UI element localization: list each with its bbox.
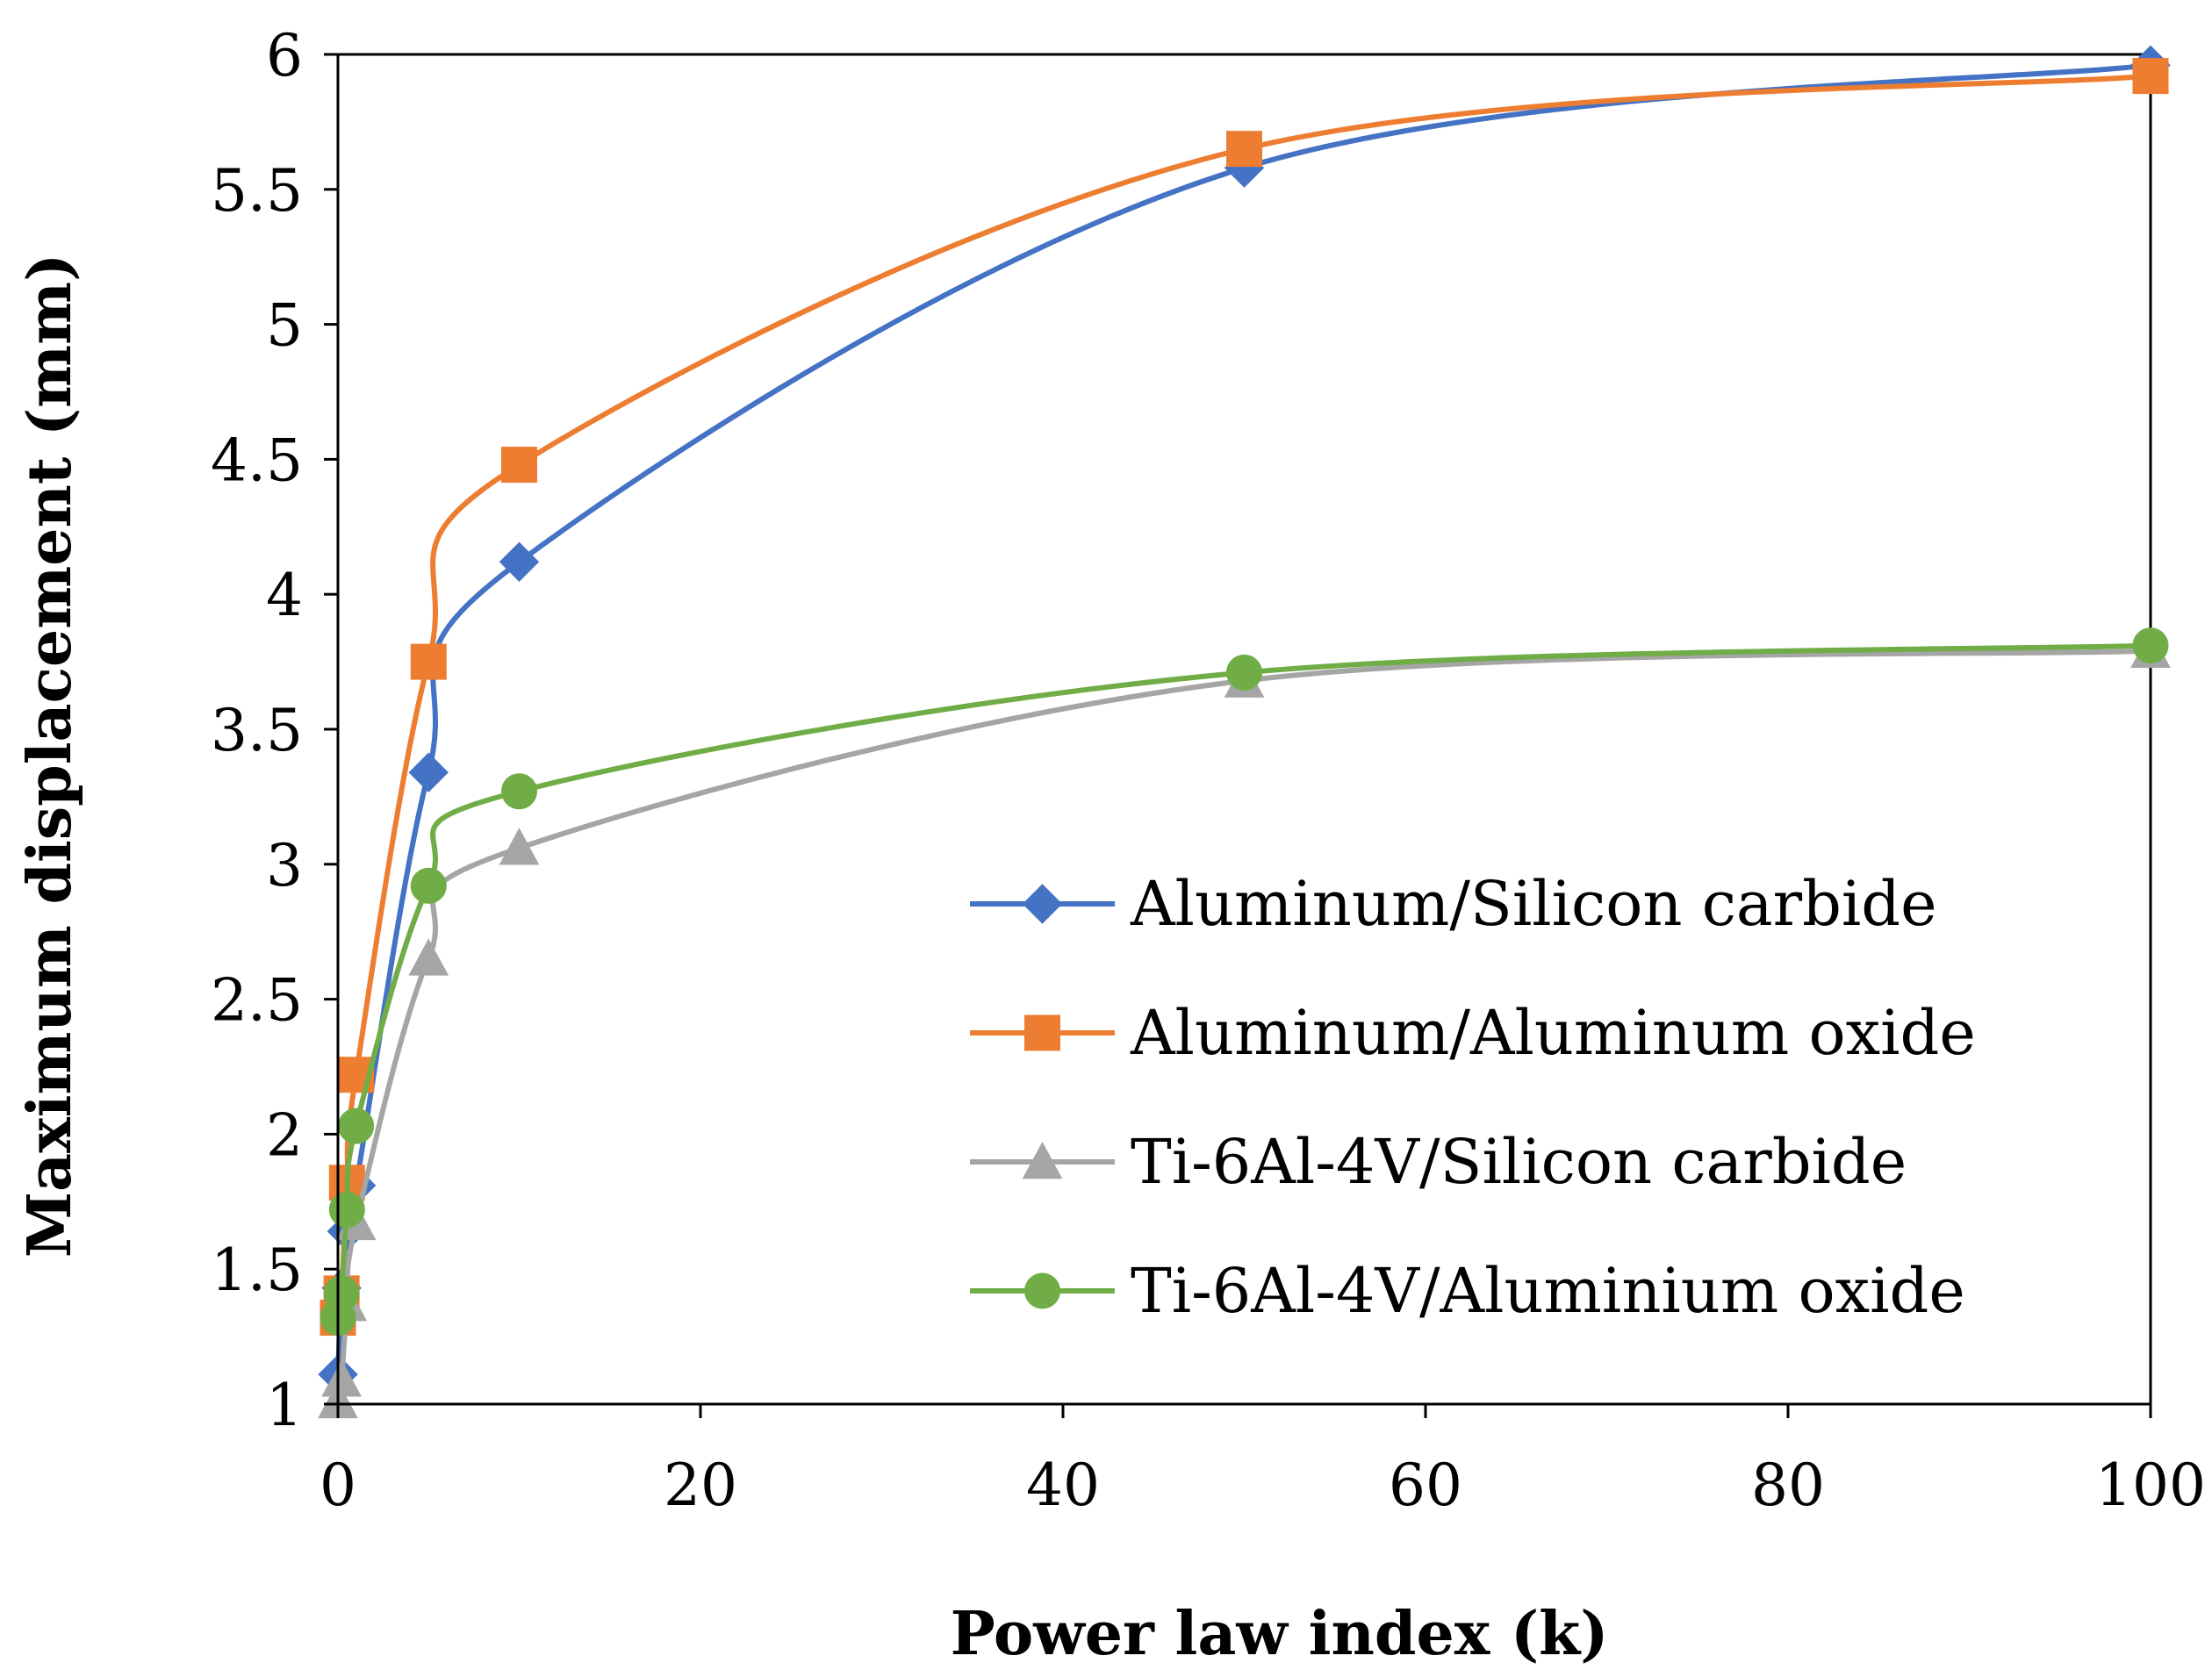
legend: Aluminum/Silicon carbide Aluminum/Aluminu… xyxy=(970,868,1976,1327)
legend-marker xyxy=(1022,1141,1063,1179)
data-point xyxy=(338,1107,375,1144)
legend-item: Aluminum/Silicon carbide xyxy=(970,868,1937,940)
data-point xyxy=(328,1192,365,1229)
x-axis-ticks: 0 20 40 60 80 100 xyxy=(320,1404,2206,1519)
series-layer xyxy=(318,45,2171,1419)
y-tick-label: 3.5 xyxy=(211,697,303,764)
legend-item: Aluminum/Aluminum oxide xyxy=(970,997,1976,1069)
legend-label: Aluminum/Silicon carbide xyxy=(1130,868,1937,940)
y-axis-ticks: 1 1.5 2 2.5 3 3.5 4 4.5 5 5.5 6 xyxy=(211,22,338,1439)
y-tick-label: 2.5 xyxy=(211,967,303,1035)
legend-marker xyxy=(1024,1014,1060,1051)
y-tick-label: 2 xyxy=(266,1101,303,1169)
data-point xyxy=(1226,131,1262,168)
x-axis-title: Power law index (k) xyxy=(951,1599,1609,1669)
y-tick-label: 6 xyxy=(266,22,303,90)
data-point xyxy=(499,541,540,582)
data-point xyxy=(408,938,449,976)
y-tick-label: 5.5 xyxy=(211,157,303,225)
x-tick-label: 60 xyxy=(1389,1451,1462,1519)
y-tick-label: 4.5 xyxy=(211,426,303,494)
data-point xyxy=(410,867,447,904)
y-tick-label: 1 xyxy=(266,1372,303,1439)
legend-label: Ti-6Al-4V/Aluminium oxide xyxy=(1131,1255,1965,1327)
data-point xyxy=(408,752,449,792)
data-point xyxy=(321,1359,362,1397)
x-tick-label: 100 xyxy=(2095,1451,2206,1519)
y-tick-label: 5 xyxy=(266,292,303,360)
x-tick-label: 0 xyxy=(320,1451,356,1519)
data-point xyxy=(410,643,447,680)
x-tick-label: 40 xyxy=(1026,1451,1100,1519)
data-point xyxy=(2132,58,2169,95)
data-point xyxy=(323,1275,360,1312)
x-tick-label: 80 xyxy=(1751,1451,1825,1519)
data-point xyxy=(1226,654,1262,691)
data-point xyxy=(501,773,537,810)
legend-item: Ti-6Al-4V/Silicon carbide xyxy=(970,1126,1907,1198)
legend-item: Ti-6Al-4V/Aluminium oxide xyxy=(970,1255,1965,1327)
y-tick-label: 4 xyxy=(266,562,303,629)
legend-label: Aluminum/Aluminum oxide xyxy=(1130,997,1976,1069)
legend-marker xyxy=(1022,884,1063,924)
x-tick-label: 20 xyxy=(664,1451,737,1519)
plot-area xyxy=(336,53,2152,1406)
y-tick-label: 1.5 xyxy=(211,1236,303,1304)
series-4 xyxy=(320,627,2169,1337)
data-point xyxy=(2132,627,2169,664)
data-point xyxy=(499,828,540,865)
y-axis-title: Maximum displacement (mm) xyxy=(15,254,85,1258)
legend-marker xyxy=(1024,1272,1060,1309)
legend-label: Ti-6Al-4V/Silicon carbide xyxy=(1131,1126,1907,1198)
data-point xyxy=(501,447,537,484)
plot-border xyxy=(336,53,2152,1406)
series-line xyxy=(335,642,2151,1319)
y-tick-label: 3 xyxy=(266,832,303,900)
